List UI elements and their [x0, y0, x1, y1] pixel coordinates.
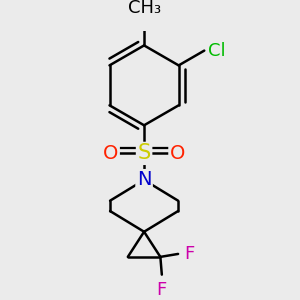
Text: S: S: [137, 143, 151, 164]
Text: F: F: [157, 280, 167, 298]
Text: N: N: [137, 170, 151, 190]
Text: F: F: [184, 245, 194, 263]
Text: Cl: Cl: [208, 42, 225, 60]
Text: O: O: [103, 144, 118, 163]
Text: CH₃: CH₃: [128, 0, 160, 17]
Text: O: O: [170, 144, 185, 163]
